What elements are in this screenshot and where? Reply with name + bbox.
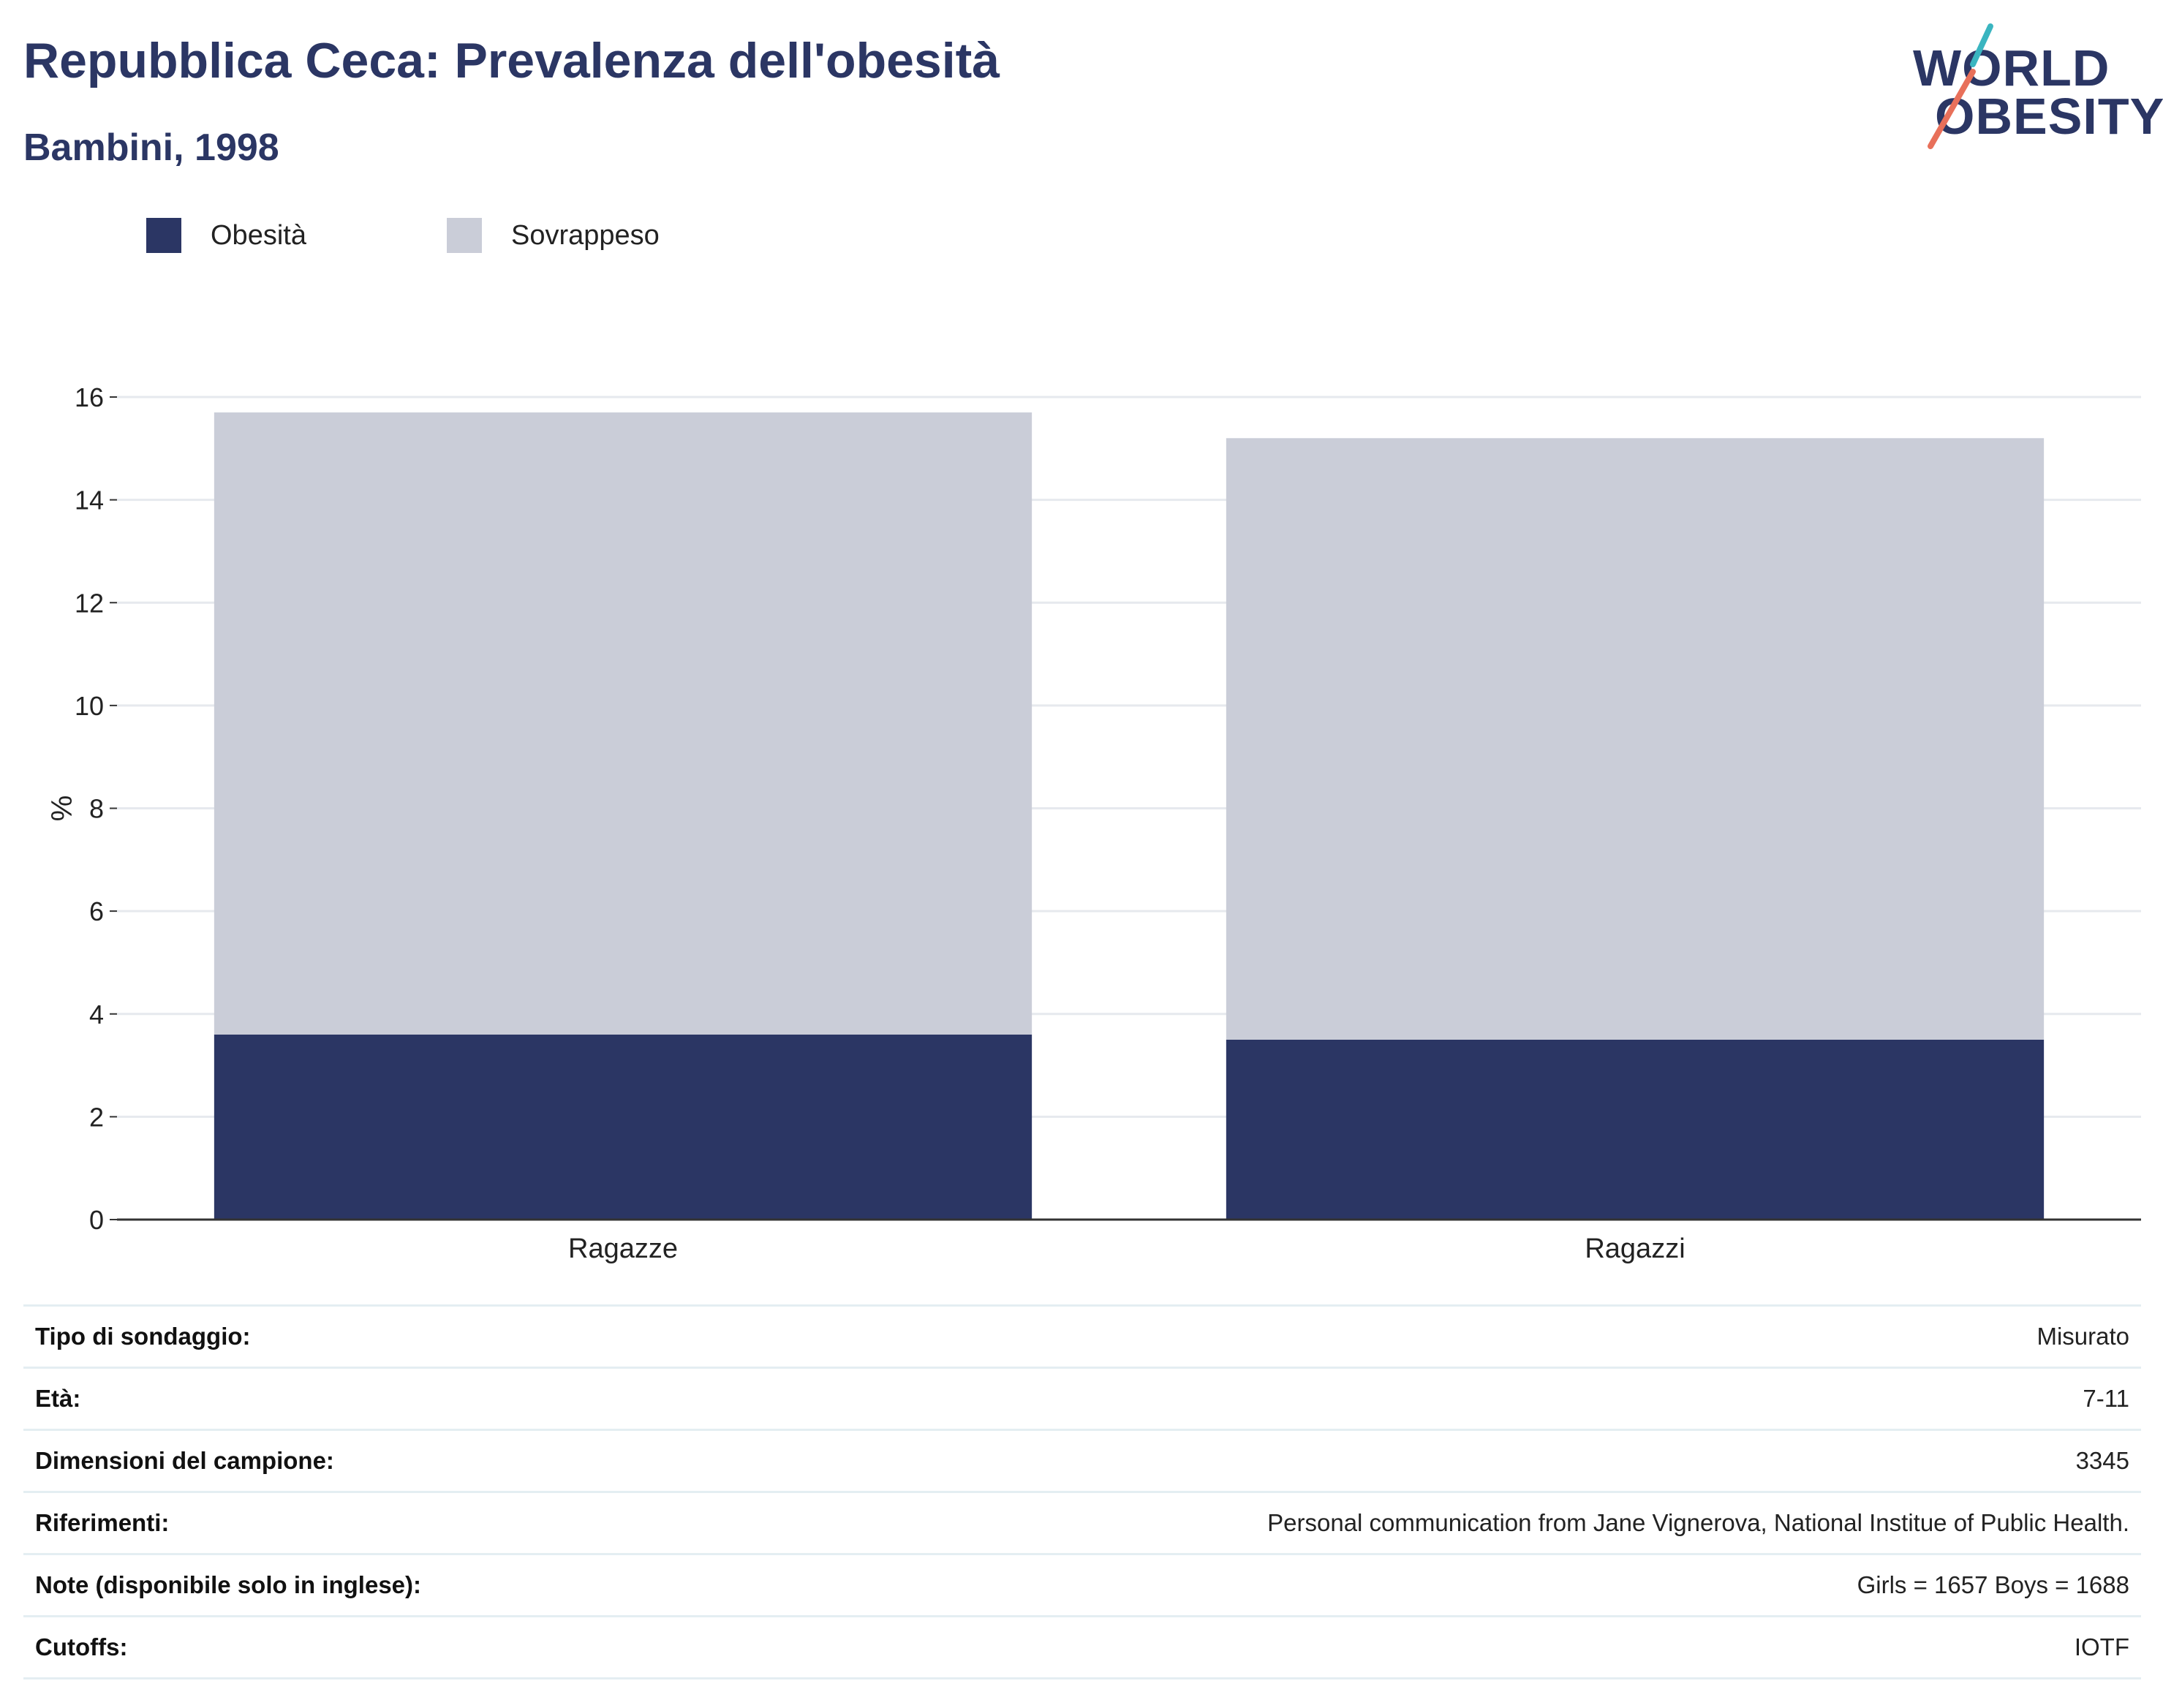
- y-tick-label: 14: [75, 485, 104, 515]
- y-tick-label: 2: [89, 1102, 104, 1132]
- y-tick-label: 8: [89, 794, 104, 824]
- bar-overweight: [214, 412, 1033, 1035]
- x-tick-label: Ragazzi: [1585, 1233, 1685, 1264]
- survey-info-table: Tipo di sondaggio: Misurato Età: 7-11 Dimens…: [23, 1304, 2141, 1679]
- legend-swatch-obesity: [146, 218, 181, 253]
- bar-overweight: [1226, 438, 2045, 1040]
- world-obesity-logo: WORLD OBESITY: [1909, 20, 2163, 152]
- info-row: Riferimenti: Personal communication from …: [23, 1491, 2141, 1553]
- y-tick-label: 12: [75, 588, 104, 618]
- info-value: IOTF: [2074, 1633, 2129, 1660]
- info-row: Età: 7-11: [23, 1367, 2141, 1429]
- y-axis-label: %: [45, 796, 77, 822]
- y-tick-label: 16: [75, 382, 104, 412]
- legend-item-overweight[interactable]: Sovrappeso: [447, 218, 660, 253]
- y-tick-label: 6: [89, 896, 104, 926]
- bar-chart: 0 2 4 6 8 10 12 14 16% Ragazze Ragazzi: [45, 382, 2141, 1264]
- info-value: Misurato: [2036, 1323, 2129, 1350]
- y-tick-label: 0: [89, 1205, 104, 1235]
- info-key: Riferimenti:: [35, 1509, 170, 1536]
- info-value: Girls = 1657 Boys = 1688: [1857, 1571, 2129, 1598]
- info-key: Cutoffs:: [35, 1633, 128, 1660]
- legend-swatch-overweight: [447, 218, 482, 253]
- info-value: 3345: [2075, 1447, 2129, 1474]
- bar-obesity: [1226, 1039, 2045, 1220]
- logo-word-world: WORLD: [1913, 39, 2110, 97]
- info-key: Note (disponibile solo in inglese):: [35, 1571, 422, 1598]
- info-row: Cutoffs: IOTF: [23, 1615, 2141, 1679]
- chart-title: Repubblica Ceca: Prevalenza dell'obesità: [23, 33, 1000, 88]
- info-key: Tipo di sondaggio:: [35, 1323, 251, 1350]
- info-key: Età:: [35, 1385, 81, 1412]
- y-tick-label: 4: [89, 1000, 104, 1029]
- bar-obesity: [214, 1034, 1033, 1220]
- legend-item-obesity[interactable]: Obesità: [146, 218, 306, 253]
- info-row: Dimensioni del campione: 3345: [23, 1429, 2141, 1491]
- info-row: Note (disponibile solo in inglese): Girls…: [23, 1553, 2141, 1615]
- info-value: 7-11: [2083, 1385, 2129, 1412]
- info-value: Personal communication from Jane Vignero…: [1267, 1509, 2129, 1536]
- legend-label-overweight: Sovrappeso: [511, 219, 660, 251]
- x-tick-label: Ragazze: [568, 1233, 678, 1264]
- logo-slash-icon: [1928, 23, 1993, 149]
- y-tick-label: 10: [75, 691, 104, 721]
- chart-subtitle: Bambini, 1998: [23, 126, 279, 169]
- legend-label-obesity: Obesità: [211, 219, 306, 251]
- info-row: Tipo di sondaggio: Misurato: [23, 1304, 2141, 1367]
- logo-word-obesity: OBESITY: [1935, 88, 2163, 145]
- info-key: Dimensioni del campione:: [35, 1447, 334, 1474]
